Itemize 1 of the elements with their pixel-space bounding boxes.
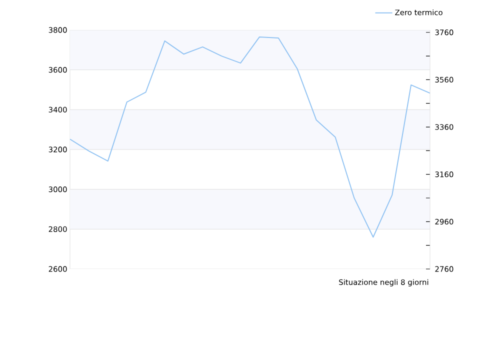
line-series (70, 36, 430, 238)
